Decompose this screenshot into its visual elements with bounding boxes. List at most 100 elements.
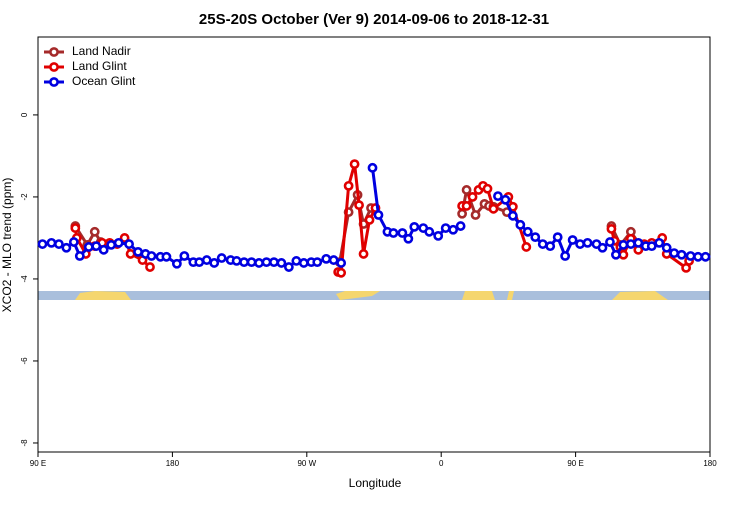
data-point: [254, 258, 264, 268]
data-point: [403, 233, 414, 244]
data-point: [124, 239, 134, 249]
data-point: [61, 242, 72, 253]
x-tick-label: 90 W: [297, 459, 316, 468]
data-point: [457, 208, 468, 219]
data-point: [488, 203, 499, 214]
land-strip: [336, 291, 380, 300]
data-point: [461, 201, 472, 211]
data-point: [328, 255, 339, 265]
x-tick-label: 90 E: [30, 459, 46, 468]
legend-label: Ocean Glint: [72, 74, 136, 88]
data-point: [239, 257, 249, 268]
legend-label: Land Glint: [72, 59, 127, 73]
data-point: [685, 251, 696, 261]
data-point: [209, 258, 220, 268]
data-point: [669, 248, 680, 259]
land-strip: [507, 291, 514, 300]
series: [37, 162, 711, 272]
data-point: [470, 210, 481, 220]
ocean-strip: [38, 291, 710, 300]
data-point: [46, 237, 57, 248]
data-point: [343, 180, 354, 191]
data-point: [507, 210, 518, 221]
data-point: [171, 258, 182, 269]
x-tick-label: 0: [439, 459, 444, 468]
land-strip: [462, 291, 495, 300]
data-point: [693, 251, 703, 262]
data-point: [98, 244, 109, 255]
data-point: [409, 221, 420, 232]
data-point: [54, 239, 64, 249]
data-point: [321, 253, 332, 264]
map-strip: [38, 291, 710, 300]
x-tick-label: 180: [166, 459, 180, 468]
data-point: [521, 242, 532, 252]
data-point: [455, 221, 466, 231]
data-point: [606, 224, 617, 234]
y-tick-label: -6: [20, 357, 29, 365]
data-point: [661, 242, 672, 253]
data-point: [575, 239, 585, 249]
data-point: [91, 241, 102, 252]
data-point: [545, 241, 556, 252]
data-point: [582, 237, 593, 248]
legend-swatch-point: [49, 77, 59, 87]
data-point: [70, 223, 81, 233]
data-point: [433, 230, 444, 241]
y-tick-label: -4: [20, 275, 29, 283]
data-point: [74, 251, 85, 261]
data-point: [676, 249, 687, 260]
data-point: [269, 257, 279, 268]
data-point: [145, 262, 155, 272]
data-point: [493, 191, 503, 202]
data-point: [37, 239, 48, 249]
y-axis-label: XCO2 - MLO trend (ppm): [0, 178, 14, 313]
data-point: [537, 239, 548, 249]
data-point: [216, 253, 227, 263]
data-point: [654, 237, 665, 248]
data-point: [700, 251, 711, 262]
data-point: [354, 200, 364, 211]
data-point: [373, 210, 384, 220]
data-point: [161, 251, 172, 262]
y-tick-label: -8: [20, 439, 29, 447]
data-point: [133, 246, 143, 257]
land-strip: [612, 291, 668, 300]
legend-label: Land Nadir: [72, 44, 131, 58]
data-point: [261, 257, 272, 268]
data-point: [515, 219, 526, 230]
legend-swatch-point: [49, 47, 59, 57]
data-point: [618, 240, 629, 250]
data-point: [146, 251, 157, 261]
data-point: [461, 185, 472, 195]
y-tick-label: 0: [20, 112, 29, 117]
data-point: [424, 226, 435, 237]
data-point: [367, 162, 378, 173]
data-point: [467, 192, 478, 202]
data-point: [349, 159, 360, 170]
land-strip: [75, 291, 131, 300]
data-point: [625, 239, 636, 249]
data-point: [611, 249, 621, 260]
data-point: [119, 233, 130, 243]
data-point: [298, 258, 309, 268]
data-point: [618, 249, 629, 260]
data-point: [291, 256, 302, 266]
data-point: [336, 258, 347, 268]
data-point: [113, 237, 124, 248]
data-point: [388, 228, 399, 238]
data-point: [597, 242, 608, 253]
data-point: [336, 267, 347, 278]
data-point: [633, 237, 644, 248]
data-point: [552, 232, 563, 243]
x-axis-label: Longitude: [349, 476, 402, 490]
data-point: [194, 257, 205, 268]
data-point: [560, 251, 571, 261]
data-point: [364, 214, 375, 225]
y-tick-label: -2: [20, 193, 29, 201]
data-point: [397, 228, 408, 238]
data-point: [482, 183, 493, 194]
data-point: [83, 242, 94, 252]
data-point: [231, 256, 242, 266]
